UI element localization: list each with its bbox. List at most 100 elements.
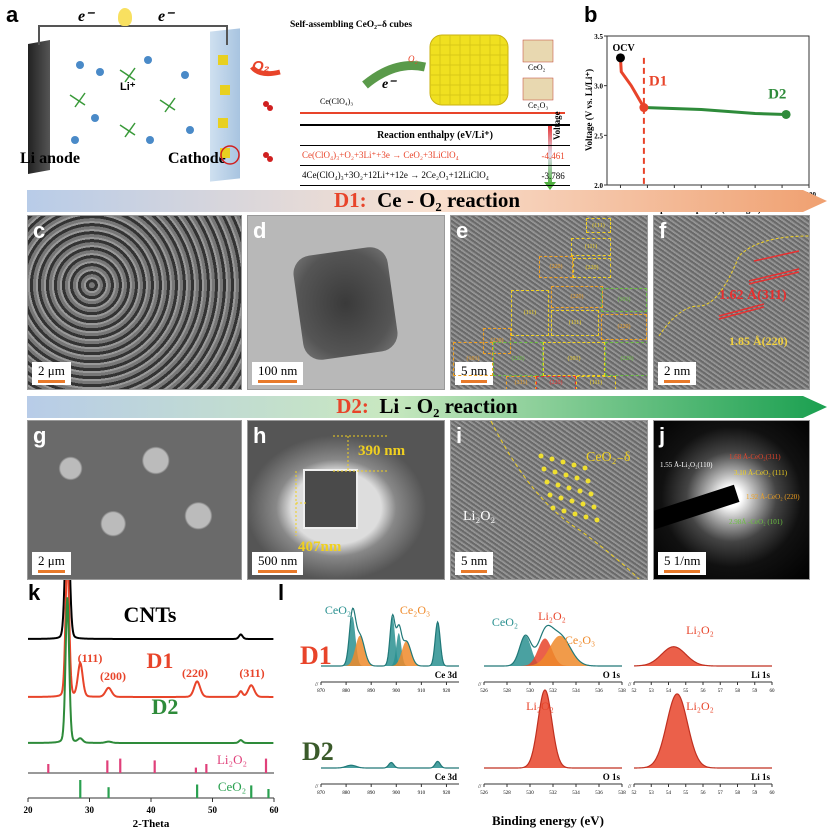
axis-break: // (628, 682, 632, 688)
lattice-domain-box: (220) (536, 376, 576, 389)
component-label: Ce₂O₃ (400, 603, 430, 617)
x-tick-label: 538 (618, 689, 626, 694)
panel-label-f: f (659, 218, 667, 243)
table-row: 4Ce(ClO₄)₃+3O₂+12Li⁺+12e → 2Ce₂O₃+12LiCl… (300, 165, 570, 186)
d-spacing-220: 1.85 Å(220) (729, 334, 788, 348)
x-tick-label: 55 (683, 791, 689, 796)
lattice-domain-box: (111) (576, 376, 616, 389)
x-tick-label: 530 (526, 689, 534, 694)
panel-label-g: g (33, 423, 47, 448)
reference-label: Li₂O₂ (217, 752, 247, 767)
reaction-cell: 4Ce(ClO₄)₃+3O₂+12Li⁺+12e → 2Ce₂O₃+12LiCl… (300, 165, 537, 186)
series-label: D1 (147, 648, 174, 673)
lattice-domain-box: (111) (571, 238, 611, 256)
scale-bar-c: 2 μm (32, 362, 71, 385)
li-ion-label: Li⁺ (120, 81, 136, 93)
component-label: CeO₂ (492, 615, 518, 629)
x-tick-label: 536 (595, 791, 603, 796)
panel-label-j: j (659, 423, 666, 448)
banner-d1-text: Ce - O₂ reaction (377, 188, 521, 212)
x-tick-label: 900 (393, 791, 401, 796)
x-tick-label: 53 (649, 689, 655, 694)
banner-d2: D2: Li - O₂ reaction (27, 396, 827, 418)
core-level-label: Ce 3d (435, 670, 457, 680)
table-header-row: Reaction enthalpy (eV/Li⁺) (300, 125, 570, 146)
x-tick-label: 920 (443, 689, 451, 694)
x-tick-label: 870 (317, 791, 325, 796)
marker-label: D1 (649, 74, 667, 90)
cube-particle (303, 469, 358, 529)
lattice-atom (585, 478, 591, 484)
panel-h-sem-image: h 390 nm 407nm 500 nm (247, 420, 445, 580)
height-dimension: 390 nm (358, 443, 406, 459)
lattice-domain-box: (101) (601, 288, 647, 312)
x-tick-label: 60 (770, 689, 776, 694)
scale-bar-j: 5 1/nm (658, 552, 707, 575)
lattice-atom (563, 472, 569, 478)
x-tick-label: 60 (270, 805, 280, 815)
lattice-domain-box: (101) (453, 342, 493, 376)
series-label: CNTs (124, 602, 177, 627)
panel-label-d: d (253, 218, 267, 243)
width-dimension: 407nm (298, 539, 342, 555)
core-level-label: Li 1s (751, 670, 770, 680)
precursor-label: Ce(ClO₄)₃ (320, 97, 354, 106)
scale-text: 2 nm (664, 363, 691, 378)
x-tick-label: 900 (393, 689, 401, 694)
component-label: Ce₂O₃ (565, 633, 595, 647)
scale-bar-d: 100 nm (252, 362, 304, 385)
fitted-component (321, 635, 459, 666)
lattice-atom (572, 511, 578, 517)
lattice-atom (544, 479, 550, 485)
peak-annotation: (200) (100, 669, 126, 683)
x-tick-label: 526 (480, 689, 488, 694)
fitted-component (484, 635, 622, 666)
lattice-domain-box: (220) (601, 314, 647, 340)
x-tick-label: 20 (24, 805, 34, 815)
plot-frame (606, 35, 810, 186)
x-tick-label: 532 (549, 791, 557, 796)
peak-annotation: (111) (78, 651, 103, 665)
x-tick-label: 890 (367, 791, 375, 796)
lattice-atom (571, 462, 577, 468)
lattice-atom (555, 482, 561, 488)
panel-a-schematic: e⁻ e⁻ Li⁺ O₂ Li anode Cathode Self-assem… (0, 0, 580, 206)
table-row: Ce(ClO₄)₃+O₂+3Li⁺+3e → CeO₂+3LiClO₄ -4.46… (300, 145, 570, 166)
scale-text: 500 nm (258, 553, 298, 568)
x-tick-label: 534 (572, 791, 580, 796)
fitted-component (321, 765, 459, 768)
core-level-label: Ce 3d (435, 772, 457, 782)
banner-d1-tag: D1: (333, 188, 367, 212)
marker-d1 (639, 103, 649, 113)
scale-text: 2 μm (38, 363, 65, 378)
x-tick-label: 910 (418, 791, 426, 796)
x-tick-label: 50 (208, 805, 218, 815)
x-tick-label: 60 (770, 791, 776, 796)
lattice-domain-box: (220) (483, 328, 511, 354)
fitted-component (634, 693, 772, 768)
reference-label: CeO₂ (218, 779, 246, 794)
axis-break: // (315, 682, 319, 688)
axis-break: // (315, 784, 319, 790)
marker-label: OCV (612, 43, 635, 54)
x-tick-label: 532 (549, 689, 557, 694)
lattice-atom (558, 495, 564, 501)
lattice-atom (550, 505, 556, 511)
x-tick-label: 920 (443, 791, 451, 796)
spectrum-envelope (484, 624, 622, 667)
x-tick-label: 59 (752, 791, 758, 796)
component-label: Li₂O₂ (526, 699, 554, 713)
peak-annotation: (311) (239, 666, 264, 680)
marker-d2 (781, 109, 791, 119)
panel-e-hrtem-image: e 5 nm (111) (111) (220) (220) (220) (101) (11… (450, 215, 648, 390)
lattice-atom (541, 466, 547, 472)
lattice-atom (538, 453, 544, 459)
x-tick-label: 880 (342, 791, 350, 796)
axis-break: // (478, 682, 482, 688)
panel-label-a: a (6, 2, 19, 27)
x-tick-label: 880 (342, 689, 350, 694)
lattice-atom (588, 491, 594, 497)
lattice-atom (591, 504, 597, 510)
scale-bar-f: 2 nm (658, 362, 697, 385)
saed-label: 2.98Å -CeO₂ (101) (729, 518, 783, 526)
